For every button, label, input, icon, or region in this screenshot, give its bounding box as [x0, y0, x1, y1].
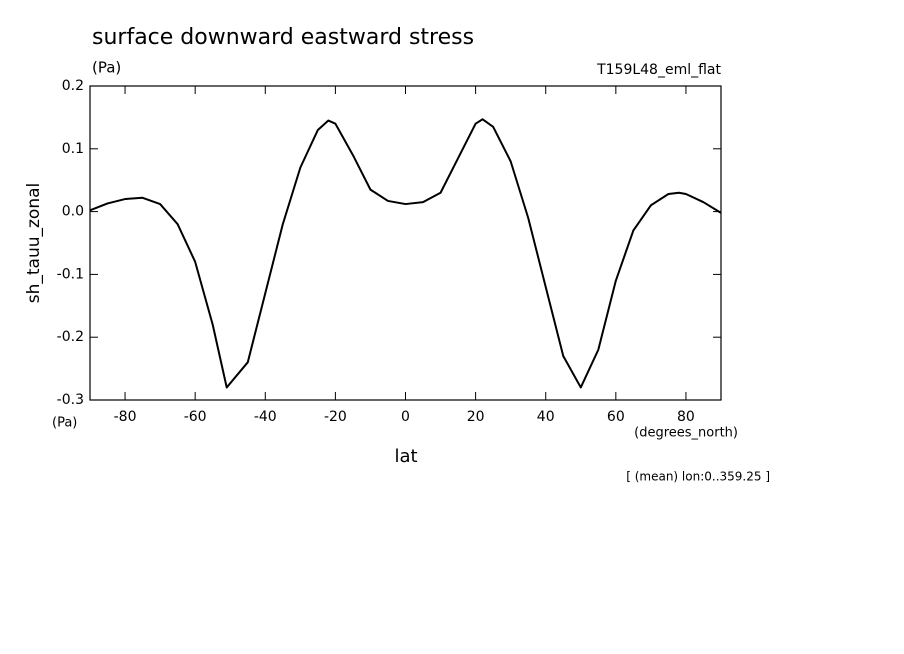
x-unit: (degrees_north): [634, 426, 738, 441]
y-tick-label: 0.0: [62, 204, 84, 220]
data-line: [89, 118, 722, 389]
chart-title: surface downward eastward stress: [92, 25, 474, 50]
x-tick-label: -20: [324, 409, 347, 425]
chart-subtitle: (Pa): [92, 59, 121, 77]
run-label: T159L48_eml_flat: [596, 62, 721, 78]
annotation: [ (mean) lon:0..359.25 ]: [626, 470, 770, 484]
y-tick-label: -0.2: [57, 329, 84, 345]
y-tick-label: -0.1: [57, 266, 84, 282]
y-tick-label: 0.2: [62, 78, 84, 94]
x-tick-label: 20: [467, 409, 485, 425]
x-tick-label: 80: [677, 409, 695, 425]
y-tick-label: -0.3: [57, 392, 84, 408]
x-axis-label: lat: [394, 446, 417, 467]
x-tick-label: 60: [607, 409, 625, 425]
x-tick-label: -60: [184, 409, 207, 425]
y-axis-label: sh_tauu_zonal: [24, 183, 44, 304]
y-unit: (Pa): [52, 416, 77, 431]
y-tick-label: 0.1: [62, 141, 84, 157]
x-tick-label: -80: [114, 409, 137, 425]
plot-frame: [89, 85, 722, 401]
x-tick-label: -40: [254, 409, 277, 425]
x-tick-label: 40: [537, 409, 555, 425]
x-tick-label: 0: [401, 409, 410, 425]
